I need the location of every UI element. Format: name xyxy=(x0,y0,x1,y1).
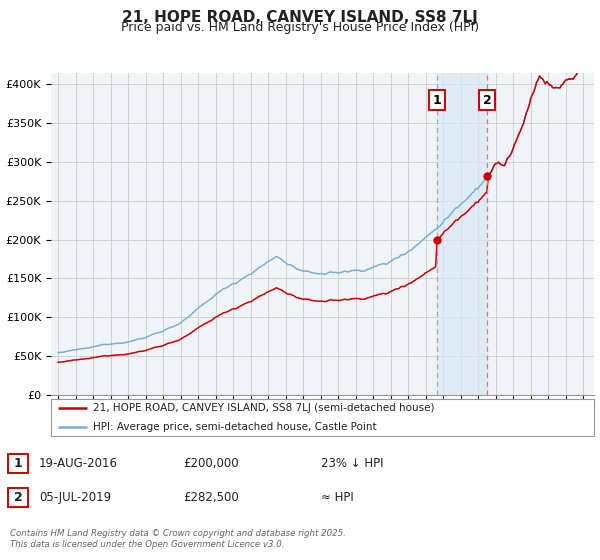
Text: 1: 1 xyxy=(433,94,441,106)
Text: 21, HOPE ROAD, CANVEY ISLAND, SS8 7LJ: 21, HOPE ROAD, CANVEY ISLAND, SS8 7LJ xyxy=(122,10,478,25)
Text: 21, HOPE ROAD, CANVEY ISLAND, SS8 7LJ (semi-detached house): 21, HOPE ROAD, CANVEY ISLAND, SS8 7LJ (s… xyxy=(94,403,435,413)
Text: 05-JUL-2019: 05-JUL-2019 xyxy=(39,491,111,504)
Text: £200,000: £200,000 xyxy=(183,457,239,470)
Text: Price paid vs. HM Land Registry's House Price Index (HPI): Price paid vs. HM Land Registry's House … xyxy=(121,21,479,34)
Text: £282,500: £282,500 xyxy=(183,491,239,504)
Text: 1: 1 xyxy=(14,457,22,470)
Text: 23% ↓ HPI: 23% ↓ HPI xyxy=(321,457,383,470)
Text: HPI: Average price, semi-detached house, Castle Point: HPI: Average price, semi-detached house,… xyxy=(94,422,377,432)
Text: 2: 2 xyxy=(483,94,491,106)
Bar xyxy=(437,73,487,395)
Text: 19-AUG-2016: 19-AUG-2016 xyxy=(39,457,118,470)
Text: Contains HM Land Registry data © Crown copyright and database right 2025.
This d: Contains HM Land Registry data © Crown c… xyxy=(10,529,346,549)
Text: ≈ HPI: ≈ HPI xyxy=(321,491,354,504)
Text: 2: 2 xyxy=(14,491,22,504)
